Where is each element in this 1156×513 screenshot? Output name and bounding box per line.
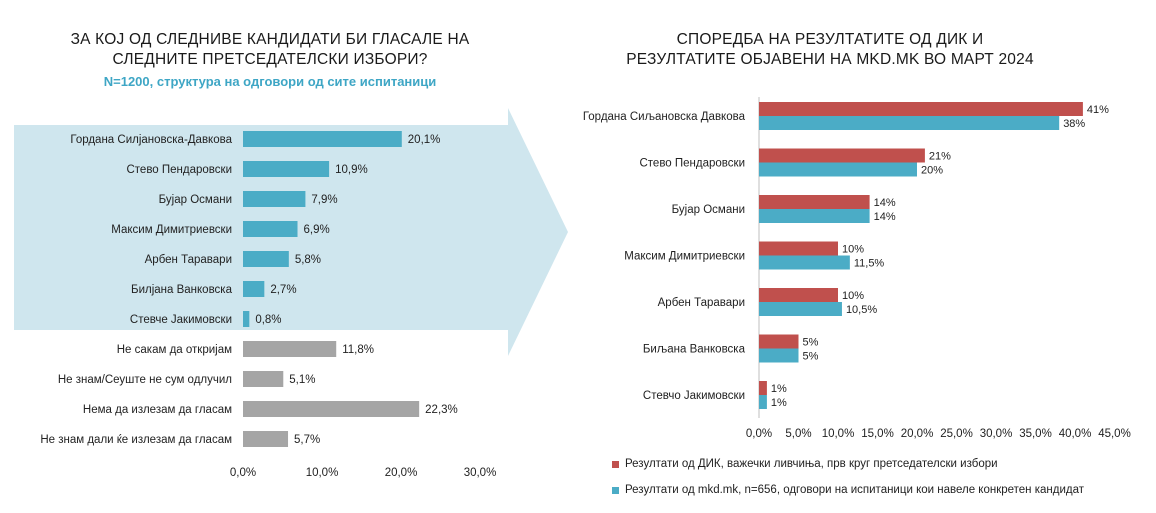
legend-item-dik: Резултати од ДИК, важечки ливчиња, прв к… — [612, 456, 998, 472]
data-label: 14% — [874, 211, 896, 223]
x-tick-label: 20,0% — [901, 428, 934, 440]
category-label: Биљана Ванковска — [643, 344, 746, 356]
left-chart-title: ЗА КОЈ ОД СЛЕДНИВЕ КАНДИДАТИ БИ ГЛАСАЛЕ … — [40, 30, 500, 70]
data-label: 10,5% — [846, 304, 877, 316]
bar — [243, 221, 298, 237]
x-tick-label: 40,0% — [1059, 428, 1092, 440]
category-label: Нема да излезам да гласам — [83, 404, 232, 416]
x-tick-label: 10,0% — [822, 428, 855, 440]
data-label: 11,5% — [854, 258, 885, 270]
data-label: 11,8% — [342, 344, 374, 356]
bar — [759, 381, 767, 395]
left-title-line-2: СЛЕДНИТЕ ПРЕТСЕДАТЕЛСКИ ИЗБОРИ? — [112, 51, 428, 68]
data-label: 10% — [842, 290, 864, 302]
data-label: 0,8% — [255, 314, 281, 326]
bar — [243, 161, 330, 177]
x-tick-label: 35,0% — [1019, 428, 1052, 440]
data-label: 1% — [771, 383, 787, 395]
category-label: Бујар Османи — [672, 204, 745, 216]
bar — [759, 148, 925, 163]
bar — [759, 241, 838, 256]
left-bar-chart: Гордана Силјановска-Давкова 20,1% Стево Пе… — [40, 131, 496, 479]
data-label: 5% — [803, 337, 819, 349]
bar — [759, 334, 799, 349]
bar — [759, 162, 917, 177]
bar — [759, 116, 1060, 130]
category-label: Максим Димитриевски — [624, 251, 745, 263]
bar — [759, 348, 799, 363]
category-label: Стевче Јакимовски — [130, 314, 232, 326]
category-label: Гордана Силјановска-Давкова — [70, 134, 232, 146]
x-tick-label: 10,0% — [306, 467, 339, 479]
data-label: 20% — [921, 165, 943, 177]
data-label: 1% — [771, 397, 787, 409]
category-label: Бујар Османи — [159, 194, 232, 206]
category-label: Стево Пендаровски — [639, 158, 745, 170]
data-label: 38% — [1063, 118, 1085, 130]
data-label: 14% — [874, 197, 896, 209]
x-tick-label: 15,0% — [861, 428, 894, 440]
bar — [243, 191, 306, 207]
bar — [759, 255, 850, 270]
legend-label-dik: Резултати од ДИК, важечки ливчиња, прв к… — [625, 458, 998, 470]
category-label: Не знам дали ќе излезам да гласам — [40, 434, 232, 446]
category-label: Арбен Таравари — [658, 297, 745, 309]
bar — [759, 209, 870, 223]
category-label: Не знам/Сеуште не сум одлучил — [58, 374, 232, 386]
bar — [759, 102, 1083, 116]
bar — [243, 401, 420, 417]
legend-label-mkd: Резултати од mkd.mk, n=656, одговори на … — [625, 484, 1084, 496]
legend-swatch-teal — [612, 486, 619, 494]
data-label: 20,1% — [408, 134, 441, 146]
right-title-line-2: РЕЗУЛТАТИТЕ ОБЈАВЕНИ НА MKD.MK ВО МАРТ 2… — [626, 51, 1034, 68]
data-label: 5% — [803, 351, 819, 363]
category-label: Билјана Ванковска — [131, 284, 233, 296]
category-label: Стево Пендаровски — [126, 164, 232, 176]
bar — [759, 302, 842, 316]
data-label: 7,9% — [311, 194, 337, 206]
x-tick-label: 5,0% — [785, 428, 811, 440]
x-tick-label: 25,0% — [940, 428, 973, 440]
bar — [243, 131, 402, 147]
x-tick-label: 0,0% — [230, 467, 256, 479]
left-title-line-1: ЗА КОЈ ОД СЛЕДНИВЕ КАНДИДАТИ БИ ГЛАСАЛЕ … — [70, 31, 470, 48]
bar — [243, 311, 250, 327]
data-label: 41% — [1087, 104, 1109, 116]
data-label: 5,1% — [289, 374, 315, 386]
legend-swatch-red — [612, 460, 619, 468]
bar — [759, 288, 838, 302]
legend-item-mkd: Резултати од mkd.mk, n=656, одговори на … — [612, 482, 1084, 498]
category-label: Максим Димитриевски — [111, 224, 232, 236]
data-label: 2,7% — [270, 284, 296, 296]
bar — [243, 341, 337, 357]
data-label: 5,7% — [294, 434, 320, 446]
category-label: Гордана Сиљановска Давкова — [583, 111, 746, 123]
x-tick-label: 45,0% — [1098, 428, 1131, 440]
left-chart-subtitle: N=1200, структура на одговори од сите ис… — [103, 74, 437, 89]
bar — [759, 195, 870, 209]
bar — [759, 395, 767, 409]
data-label: 21% — [929, 151, 951, 163]
x-tick-label: 0,0% — [746, 428, 772, 440]
category-label: Арбен Таравари — [145, 254, 232, 266]
data-label: 6,9% — [304, 224, 330, 236]
data-label: 22,3% — [425, 404, 458, 416]
category-label: Не сакам да откријам — [117, 344, 232, 356]
x-tick-label: 30,0% — [980, 428, 1013, 440]
data-label: 10,9% — [335, 164, 368, 176]
bar — [243, 281, 265, 297]
category-label: Стевчо Јакимовски — [643, 390, 745, 402]
x-tick-label: 20,0% — [385, 467, 418, 479]
right-chart-title: СПОРЕДБА НА РЕЗУЛТАТИТЕ ОД ДИК И РЕЗУЛТА… — [590, 30, 1070, 70]
x-tick-label: 30,0% — [464, 467, 497, 479]
right-bar-chart: Гордана Сиљановска Давкова 41%38% Стево Пе… — [583, 97, 1131, 440]
bar — [243, 251, 289, 267]
data-label: 5,8% — [295, 254, 321, 266]
right-title-line-1: СПОРЕДБА НА РЕЗУЛТАТИТЕ ОД ДИК И — [676, 31, 984, 48]
data-label: 10% — [842, 244, 864, 256]
bar — [243, 431, 289, 447]
bar — [243, 371, 284, 387]
